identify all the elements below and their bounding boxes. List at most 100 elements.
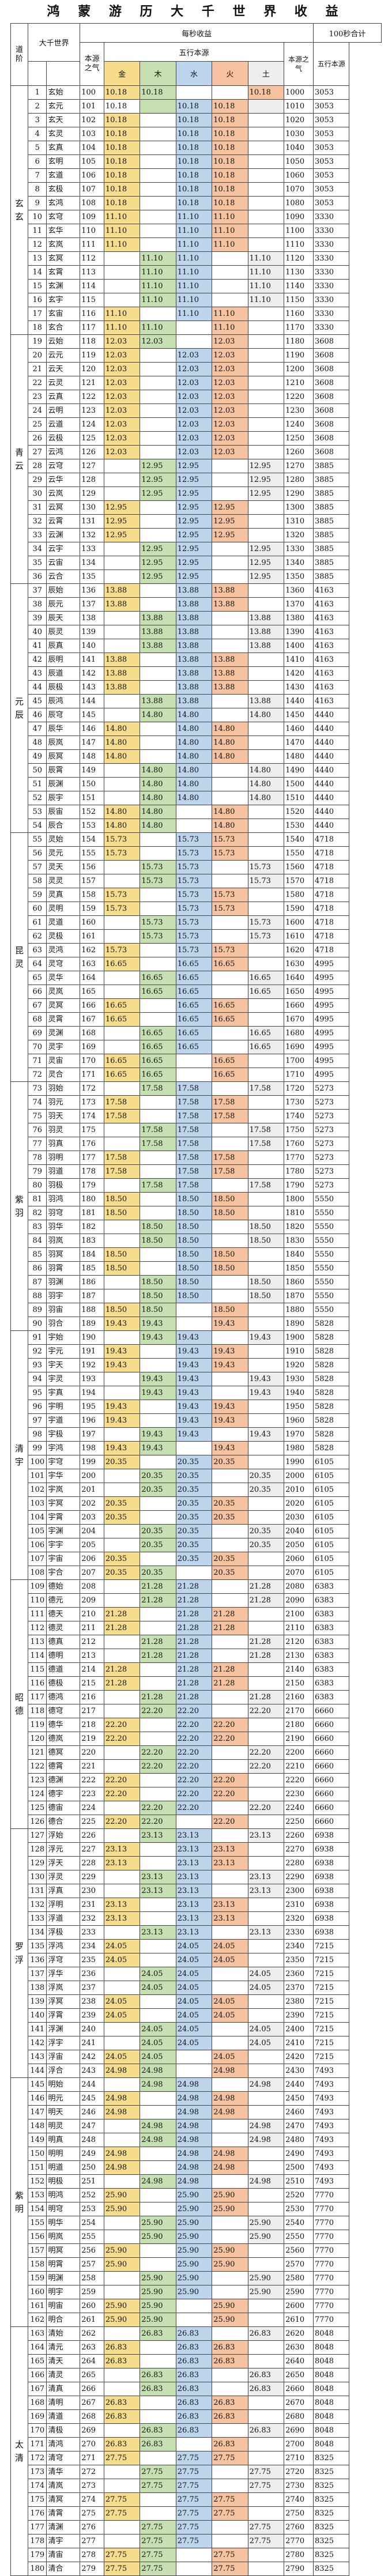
gold-value: 27.75 xyxy=(103,2451,141,2465)
base-rate: 171 xyxy=(80,1068,104,1082)
table-row: 玄 玄 1 玄始 100 10.18 10.18 10.18 1000 3053 xyxy=(10,85,382,335)
base-rate: 114 xyxy=(80,279,104,293)
earth-value xyxy=(247,1358,285,1372)
table-row: 158 明霄 257 25.90 25.90 25.90 2570 7770 xyxy=(11,2257,382,2272)
base-rate: 274 xyxy=(80,2492,104,2507)
row-index: 122 xyxy=(28,1759,47,1774)
fire-value: 23.13 xyxy=(212,1898,248,1912)
world-name: 灵天 xyxy=(46,860,81,874)
earth-value xyxy=(247,1939,285,1953)
income-table: 道阶 大千世界 每秒收益 100秒合计 本源之气 五行本源 本源之气 五行本源 … xyxy=(10,23,382,2576)
base-rate: 205 xyxy=(80,1538,104,1552)
table-row: 34 云宇 133 12.95 12.95 12.95 1330 3885 xyxy=(11,542,382,556)
water-value: 20.35 xyxy=(175,1496,213,1511)
water-value: 12.03 xyxy=(175,403,213,418)
earth-value: 24.98 xyxy=(247,2133,285,2147)
table-row: 紫 羽 73 羽始 172 17.58 17.58 17.58 1720 5273 xyxy=(10,1081,382,1331)
table-row: 54 辰合 153 14.80 14.80 14.80 1530 4440 xyxy=(11,819,382,833)
water-value: 13.88 xyxy=(175,625,213,639)
wood-value: 27.75 xyxy=(140,2534,176,2548)
sum-five: 3330 xyxy=(312,279,350,293)
sum-base: 2660 xyxy=(284,2382,314,2396)
base-rate: 183 xyxy=(80,1234,104,1248)
row-index: 75 xyxy=(28,1109,47,1123)
sum-base: 1520 xyxy=(284,805,314,819)
gold-value xyxy=(103,2271,141,2285)
gold-value xyxy=(103,2230,141,2244)
table-row: 112 德灵 211 21.28 21.28 21.28 2110 6383 xyxy=(11,1621,382,1635)
sum-five: 4718 xyxy=(312,929,350,944)
wood-value: 23.13 xyxy=(140,1870,176,1884)
fire-value: 24.98 xyxy=(212,2105,248,2119)
water-value: 23.13 xyxy=(175,1911,213,1926)
base-rate: 116 xyxy=(80,307,104,321)
wood-value: 17.58 xyxy=(140,1081,176,1096)
water-value: 12.95 xyxy=(175,556,213,570)
table-row: 106 宇宇 205 20.35 20.35 20.35 2050 6105 xyxy=(11,1538,382,1552)
sum-five: 7770 xyxy=(312,2202,350,2216)
earth-value: 10.18 xyxy=(247,85,285,100)
sum-base: 1530 xyxy=(284,819,314,833)
wood-value: 21.28 xyxy=(140,1690,176,1704)
table-row: 154 明穹 253 25.90 25.90 25.90 2530 7770 xyxy=(11,2202,382,2216)
sum-five: 7770 xyxy=(312,2299,350,2313)
row-index: 145 xyxy=(28,2077,47,2092)
gold-value: 15.73 xyxy=(103,888,141,902)
sum-five: 6105 xyxy=(312,1469,350,1483)
earth-value xyxy=(247,2451,285,2465)
base-rate: 238 xyxy=(80,1994,104,2009)
world-name: 宇岚 xyxy=(46,1483,81,1497)
world-name: 德渊 xyxy=(46,1773,81,1787)
water-value: 21.28 xyxy=(175,1649,213,1663)
wood-value: 26.83 xyxy=(140,2437,176,2451)
gold-value: 26.83 xyxy=(103,2396,141,2410)
gold-value xyxy=(103,639,141,653)
table-row: 51 辰渊 150 14.80 14.80 14.80 1500 4440 xyxy=(11,777,382,791)
sum-five: 6383 xyxy=(312,1662,350,1677)
sum-base: 2090 xyxy=(284,1593,314,1608)
wood-value xyxy=(140,99,176,114)
sum-base: 1010 xyxy=(284,99,314,114)
sum-five: 4718 xyxy=(312,902,350,916)
sum-base: 2590 xyxy=(284,2285,314,2299)
earth-value: 16.65 xyxy=(247,971,285,985)
gold-value xyxy=(103,1427,141,1442)
table-row: 128 浮元 227 23.13 23.13 23.13 2270 6938 xyxy=(11,1842,382,1857)
earth-value: 23.13 xyxy=(247,1870,285,1884)
sum-five: 4718 xyxy=(312,832,350,847)
wood-value xyxy=(140,2160,176,2175)
fire-value: 18.50 xyxy=(212,1247,248,1262)
water-value: 26.83 xyxy=(175,2368,213,2382)
earth-value: 22.20 xyxy=(247,1759,285,1774)
world-name: 云道 xyxy=(46,417,81,432)
table-row: 151 明道 250 24.98 24.98 24.98 2500 7493 xyxy=(11,2160,382,2175)
row-index: 93 xyxy=(28,1358,47,1372)
earth-value xyxy=(247,1898,285,1912)
world-name: 辰霄 xyxy=(46,763,81,778)
gold-value: 24.98 xyxy=(103,2091,141,2106)
sum-five: 5828 xyxy=(312,1344,350,1359)
sum-base: 1690 xyxy=(284,1040,314,1054)
table-row: 74 羽元 173 17.58 17.58 17.58 1730 5273 xyxy=(11,1095,382,1110)
row-index: 159 xyxy=(28,2271,47,2285)
table-row: 36 云合 135 12.95 12.95 12.95 1350 3885 xyxy=(11,569,382,584)
base-rate: 227 xyxy=(80,1842,104,1857)
water-value: 12.03 xyxy=(175,376,213,390)
fire-value xyxy=(212,1579,248,1594)
world-name: 羽冥 xyxy=(46,1247,81,1262)
world-name: 明鸿 xyxy=(46,2188,81,2202)
table-row: 50 辰霄 149 14.80 14.80 14.80 1490 4440 xyxy=(11,763,382,778)
fire-value: 15.73 xyxy=(212,888,248,902)
table-row: 113 德真 212 21.28 21.28 21.28 2120 6383 xyxy=(11,1635,382,1649)
fire-value: 17.58 xyxy=(212,1095,248,1110)
base-rate: 204 xyxy=(80,1524,104,1538)
row-index: 136 xyxy=(28,1953,47,1967)
base-rate: 166 xyxy=(80,998,104,1013)
wood-value: 22.20 xyxy=(140,1815,176,1829)
gold-value: 24.05 xyxy=(103,2008,141,2023)
sum-base: 2100 xyxy=(284,1607,314,1621)
gold-value xyxy=(103,1801,141,1815)
water-value: 24.98 xyxy=(175,2077,213,2092)
table-row: 162 明合 261 25.90 25.90 25.90 2610 7770 xyxy=(11,2313,382,2327)
table-row: 48 辰岚 147 14.80 14.80 14.80 1470 4440 xyxy=(11,736,382,750)
